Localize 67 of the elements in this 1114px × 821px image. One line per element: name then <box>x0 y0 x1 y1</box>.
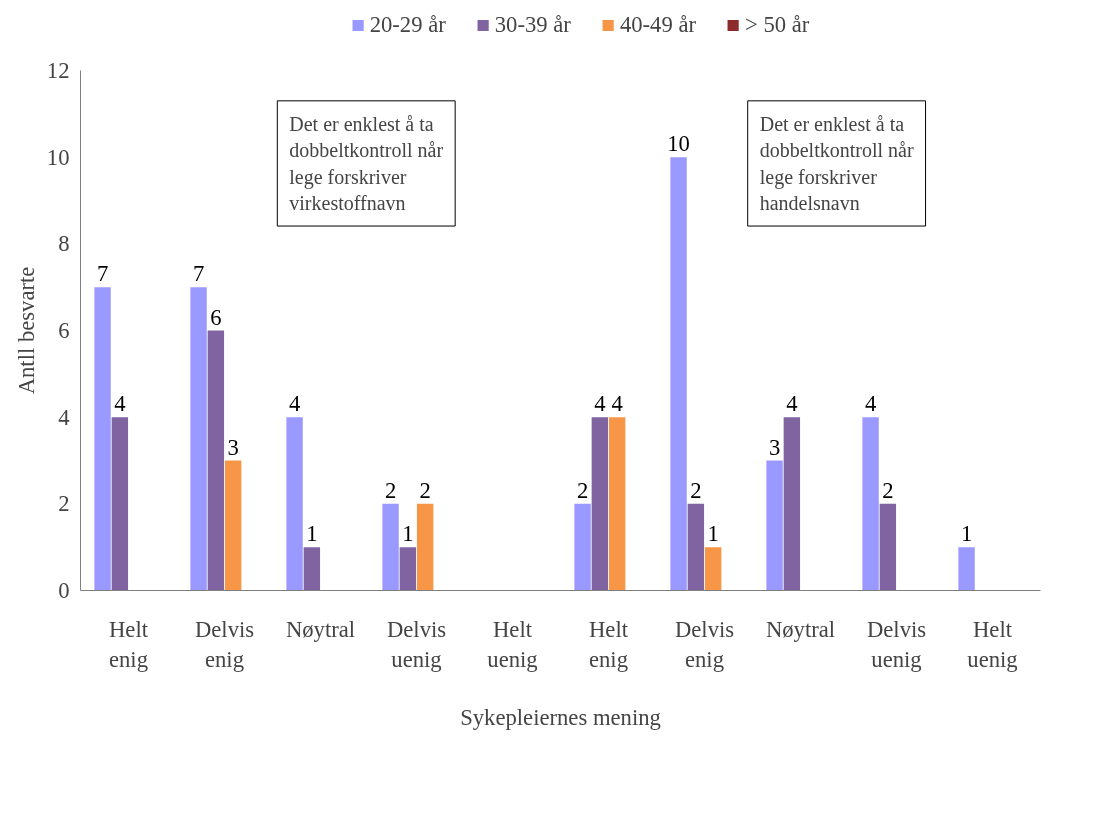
x-tick-label: Delvis enig <box>194 616 255 672</box>
legend-label: 20-29 år <box>369 12 446 38</box>
y-tick-label: 12 <box>46 58 70 83</box>
x-tick-label: Nøytral <box>765 616 836 642</box>
y-tick-label: 0 <box>58 578 70 603</box>
x-tick-label: Helt enig <box>589 616 629 672</box>
x-tick-label: Helt uenig <box>967 616 1018 672</box>
legend-label: 40-49 år <box>619 12 696 38</box>
bar <box>862 417 879 591</box>
data-label: 2 <box>384 477 397 503</box>
x-tick-label: Delvis uenig <box>386 616 447 672</box>
bar <box>670 157 687 591</box>
y-tick-label: 10 <box>46 144 70 170</box>
data-label: 2 <box>576 477 589 503</box>
bar <box>783 417 801 591</box>
x-tick-label: Delvis uenig <box>866 616 927 672</box>
x-tick-label: Delvis enig <box>674 616 735 672</box>
bar <box>766 460 783 591</box>
data-label: 4 <box>611 391 623 417</box>
bar <box>608 417 626 591</box>
data-label: 1 <box>960 521 973 547</box>
bar <box>591 417 609 591</box>
bar <box>704 547 722 591</box>
bar <box>399 547 417 591</box>
data-label: 4 <box>594 391 606 417</box>
x-tick-label: Helt uenig <box>487 616 538 672</box>
bar <box>190 287 207 591</box>
bar <box>224 460 242 591</box>
data-label: 1 <box>707 521 719 547</box>
data-label: 2 <box>882 477 894 503</box>
annotation: Det er enklest å ta dobbeltkontroll når lege forskriver virkestoffnavn <box>289 112 444 215</box>
data-label: 1 <box>306 521 318 547</box>
y-tick-label: 2 <box>58 491 70 517</box>
y-tick-label: 8 <box>58 231 70 257</box>
bar <box>207 330 225 591</box>
annotation: Det er enklest å ta dobbeltkontroll når lege forskriver handelsnavn <box>759 112 914 215</box>
bar <box>958 547 975 591</box>
y-axis-title: Antll besvarte <box>13 266 39 395</box>
data-label: 4 <box>114 391 126 417</box>
data-label: 6 <box>210 304 222 330</box>
x-axis-title: Sykepleiernes mening <box>460 704 661 730</box>
data-label: 2 <box>419 477 431 503</box>
bar <box>879 503 897 591</box>
x-tick-label: Nøytral <box>285 616 356 642</box>
bar <box>416 503 434 591</box>
data-label: 7 <box>192 261 205 287</box>
data-label: 4 <box>288 391 301 417</box>
legend-label: > 50 år <box>745 12 810 38</box>
data-label: 7 <box>96 261 109 287</box>
data-label: 4 <box>864 391 877 417</box>
data-label: 2 <box>690 477 702 503</box>
y-tick-label: 6 <box>58 318 70 343</box>
data-label: 1 <box>402 521 414 547</box>
bar <box>382 503 399 591</box>
data-label: 3 <box>227 434 239 460</box>
data-label: 10 <box>667 131 690 157</box>
legend-label: 30-39 år <box>494 12 571 38</box>
bar <box>286 417 303 591</box>
bar <box>303 547 321 591</box>
bar <box>111 417 129 591</box>
bar <box>574 503 591 591</box>
x-tick-label: Helt enig <box>109 616 149 672</box>
bar <box>687 503 705 591</box>
data-label: 4 <box>786 391 798 417</box>
y-tick-label: 4 <box>58 404 70 430</box>
data-label: 3 <box>768 434 781 460</box>
bar <box>94 287 111 591</box>
